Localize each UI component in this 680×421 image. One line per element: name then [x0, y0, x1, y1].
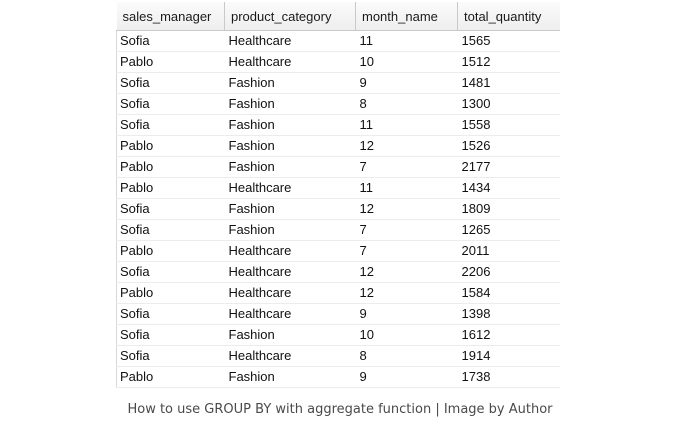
cell-product-category[interactable]: Fashion — [224, 114, 356, 136]
table-row[interactable]: Sofia Healthcare 9 1398 — [116, 303, 560, 325]
cell-sales-manager[interactable]: Sofia — [116, 198, 225, 220]
cell-product-category[interactable]: Healthcare — [224, 345, 356, 367]
cell-sales-manager[interactable]: Sofia — [116, 114, 225, 136]
table-row[interactable]: Sofia Fashion 9 1481 — [116, 72, 560, 94]
cell-month-name[interactable]: 12 — [355, 261, 458, 283]
cell-month-name[interactable]: 10 — [355, 51, 458, 73]
table-row[interactable]: Sofia Healthcare 8 1914 — [116, 345, 560, 367]
cell-sales-manager[interactable]: Pablo — [116, 366, 225, 388]
cell-month-name[interactable]: 9 — [355, 366, 458, 388]
cell-product-category[interactable]: Fashion — [224, 156, 356, 178]
image-caption: How to use GROUP BY with aggregate funct… — [127, 402, 553, 417]
cell-month-name[interactable]: 7 — [355, 219, 458, 241]
cell-total-quantity[interactable]: 1738 — [457, 366, 560, 388]
table-row[interactable]: Pablo Healthcare 10 1512 — [116, 51, 560, 73]
table-row[interactable]: Pablo Healthcare 12 1584 — [116, 282, 560, 304]
column-header-sales-manager[interactable]: sales_manager — [116, 2, 225, 31]
cell-month-name[interactable]: 12 — [355, 198, 458, 220]
cell-total-quantity[interactable]: 1398 — [457, 303, 560, 325]
cell-month-name[interactable]: 9 — [355, 303, 458, 325]
cell-product-category[interactable]: Fashion — [224, 366, 356, 388]
cell-sales-manager[interactable]: Sofia — [116, 72, 225, 94]
cell-sales-manager[interactable]: Sofia — [116, 345, 225, 367]
cell-month-name[interactable]: 7 — [355, 240, 458, 262]
cell-product-category[interactable]: Healthcare — [224, 240, 356, 262]
cell-product-category[interactable]: Fashion — [224, 219, 356, 241]
table-row[interactable]: Sofia Fashion 12 1809 — [116, 198, 560, 220]
cell-total-quantity[interactable]: 1565 — [457, 30, 560, 52]
cell-product-category[interactable]: Healthcare — [224, 282, 356, 304]
table-row[interactable]: Sofia Fashion 7 1265 — [116, 219, 560, 241]
cell-sales-manager[interactable]: Sofia — [116, 303, 225, 325]
cell-sales-manager[interactable]: Sofia — [116, 261, 225, 283]
cell-product-category[interactable]: Fashion — [224, 324, 356, 346]
cell-sales-manager[interactable]: Pablo — [116, 282, 225, 304]
cell-month-name[interactable]: 11 — [355, 177, 458, 199]
cell-total-quantity[interactable]: 1612 — [457, 324, 560, 346]
cell-sales-manager[interactable]: Pablo — [116, 177, 225, 199]
cell-month-name[interactable]: 11 — [355, 30, 458, 52]
table-row[interactable]: Pablo Fashion 9 1738 — [116, 366, 560, 388]
cell-total-quantity[interactable]: 2177 — [457, 156, 560, 178]
column-header-total-quantity[interactable]: total_quantity — [457, 2, 560, 31]
table-row[interactable]: Sofia Healthcare 11 1565 — [116, 30, 560, 52]
cell-product-category[interactable]: Healthcare — [224, 303, 356, 325]
cell-month-name[interactable]: 11 — [355, 114, 458, 136]
header-row: sales_manager product_category month_nam… — [116, 2, 560, 31]
table-row[interactable]: Pablo Healthcare 7 2011 — [116, 240, 560, 262]
cell-total-quantity[interactable]: 1809 — [457, 198, 560, 220]
cell-sales-manager[interactable]: Sofia — [116, 324, 225, 346]
cell-sales-manager[interactable]: Pablo — [116, 135, 225, 157]
cell-total-quantity[interactable]: 1914 — [457, 345, 560, 367]
results-table: sales_manager product_category month_nam… — [116, 2, 560, 388]
cell-product-category[interactable]: Fashion — [224, 93, 356, 115]
cell-sales-manager[interactable]: Sofia — [116, 93, 225, 115]
cell-product-category[interactable]: Fashion — [224, 72, 356, 94]
cell-sales-manager[interactable]: Sofia — [116, 30, 225, 52]
table-row[interactable]: Sofia Fashion 11 1558 — [116, 114, 560, 136]
cell-sales-manager[interactable]: Pablo — [116, 51, 225, 73]
table-row[interactable]: Pablo Fashion 7 2177 — [116, 156, 560, 178]
table-row[interactable]: Sofia Fashion 10 1612 — [116, 324, 560, 346]
cell-month-name[interactable]: 8 — [355, 93, 458, 115]
table-row[interactable]: Pablo Healthcare 11 1434 — [116, 177, 560, 199]
cell-total-quantity[interactable]: 1434 — [457, 177, 560, 199]
results-grid: sales_manager product_category month_nam… — [116, 2, 560, 390]
cell-product-category[interactable]: Healthcare — [224, 261, 356, 283]
table-row[interactable]: Pablo Fashion 12 1526 — [116, 135, 560, 157]
cell-total-quantity[interactable]: 2206 — [457, 261, 560, 283]
cell-product-category[interactable]: Healthcare — [224, 177, 356, 199]
column-header-month-name[interactable]: month_name — [355, 2, 458, 31]
cell-month-name[interactable]: 7 — [355, 156, 458, 178]
column-header-product-category[interactable]: product_category — [224, 2, 356, 31]
cell-sales-manager[interactable]: Pablo — [116, 156, 225, 178]
cell-product-category[interactable]: Healthcare — [224, 30, 356, 52]
cell-month-name[interactable]: 10 — [355, 324, 458, 346]
cell-product-category[interactable]: Healthcare — [224, 51, 356, 73]
cell-total-quantity[interactable]: 1526 — [457, 135, 560, 157]
cell-total-quantity[interactable]: 2011 — [457, 240, 560, 262]
cell-total-quantity[interactable]: 1265 — [457, 219, 560, 241]
table-row[interactable]: Sofia Fashion 8 1300 — [116, 93, 560, 115]
cell-total-quantity[interactable]: 1584 — [457, 282, 560, 304]
cell-total-quantity[interactable]: 1300 — [457, 93, 560, 115]
cell-total-quantity[interactable]: 1512 — [457, 51, 560, 73]
cell-total-quantity[interactable]: 1558 — [457, 114, 560, 136]
cell-month-name[interactable]: 9 — [355, 72, 458, 94]
cell-product-category[interactable]: Fashion — [224, 135, 356, 157]
cell-sales-manager[interactable]: Pablo — [116, 240, 225, 262]
cell-month-name[interactable]: 12 — [355, 282, 458, 304]
cell-month-name[interactable]: 8 — [355, 345, 458, 367]
cell-product-category[interactable]: Fashion — [224, 198, 356, 220]
cell-sales-manager[interactable]: Sofia — [116, 219, 225, 241]
table-row[interactable]: Sofia Healthcare 12 2206 — [116, 261, 560, 283]
cell-month-name[interactable]: 12 — [355, 135, 458, 157]
cell-total-quantity[interactable]: 1481 — [457, 72, 560, 94]
